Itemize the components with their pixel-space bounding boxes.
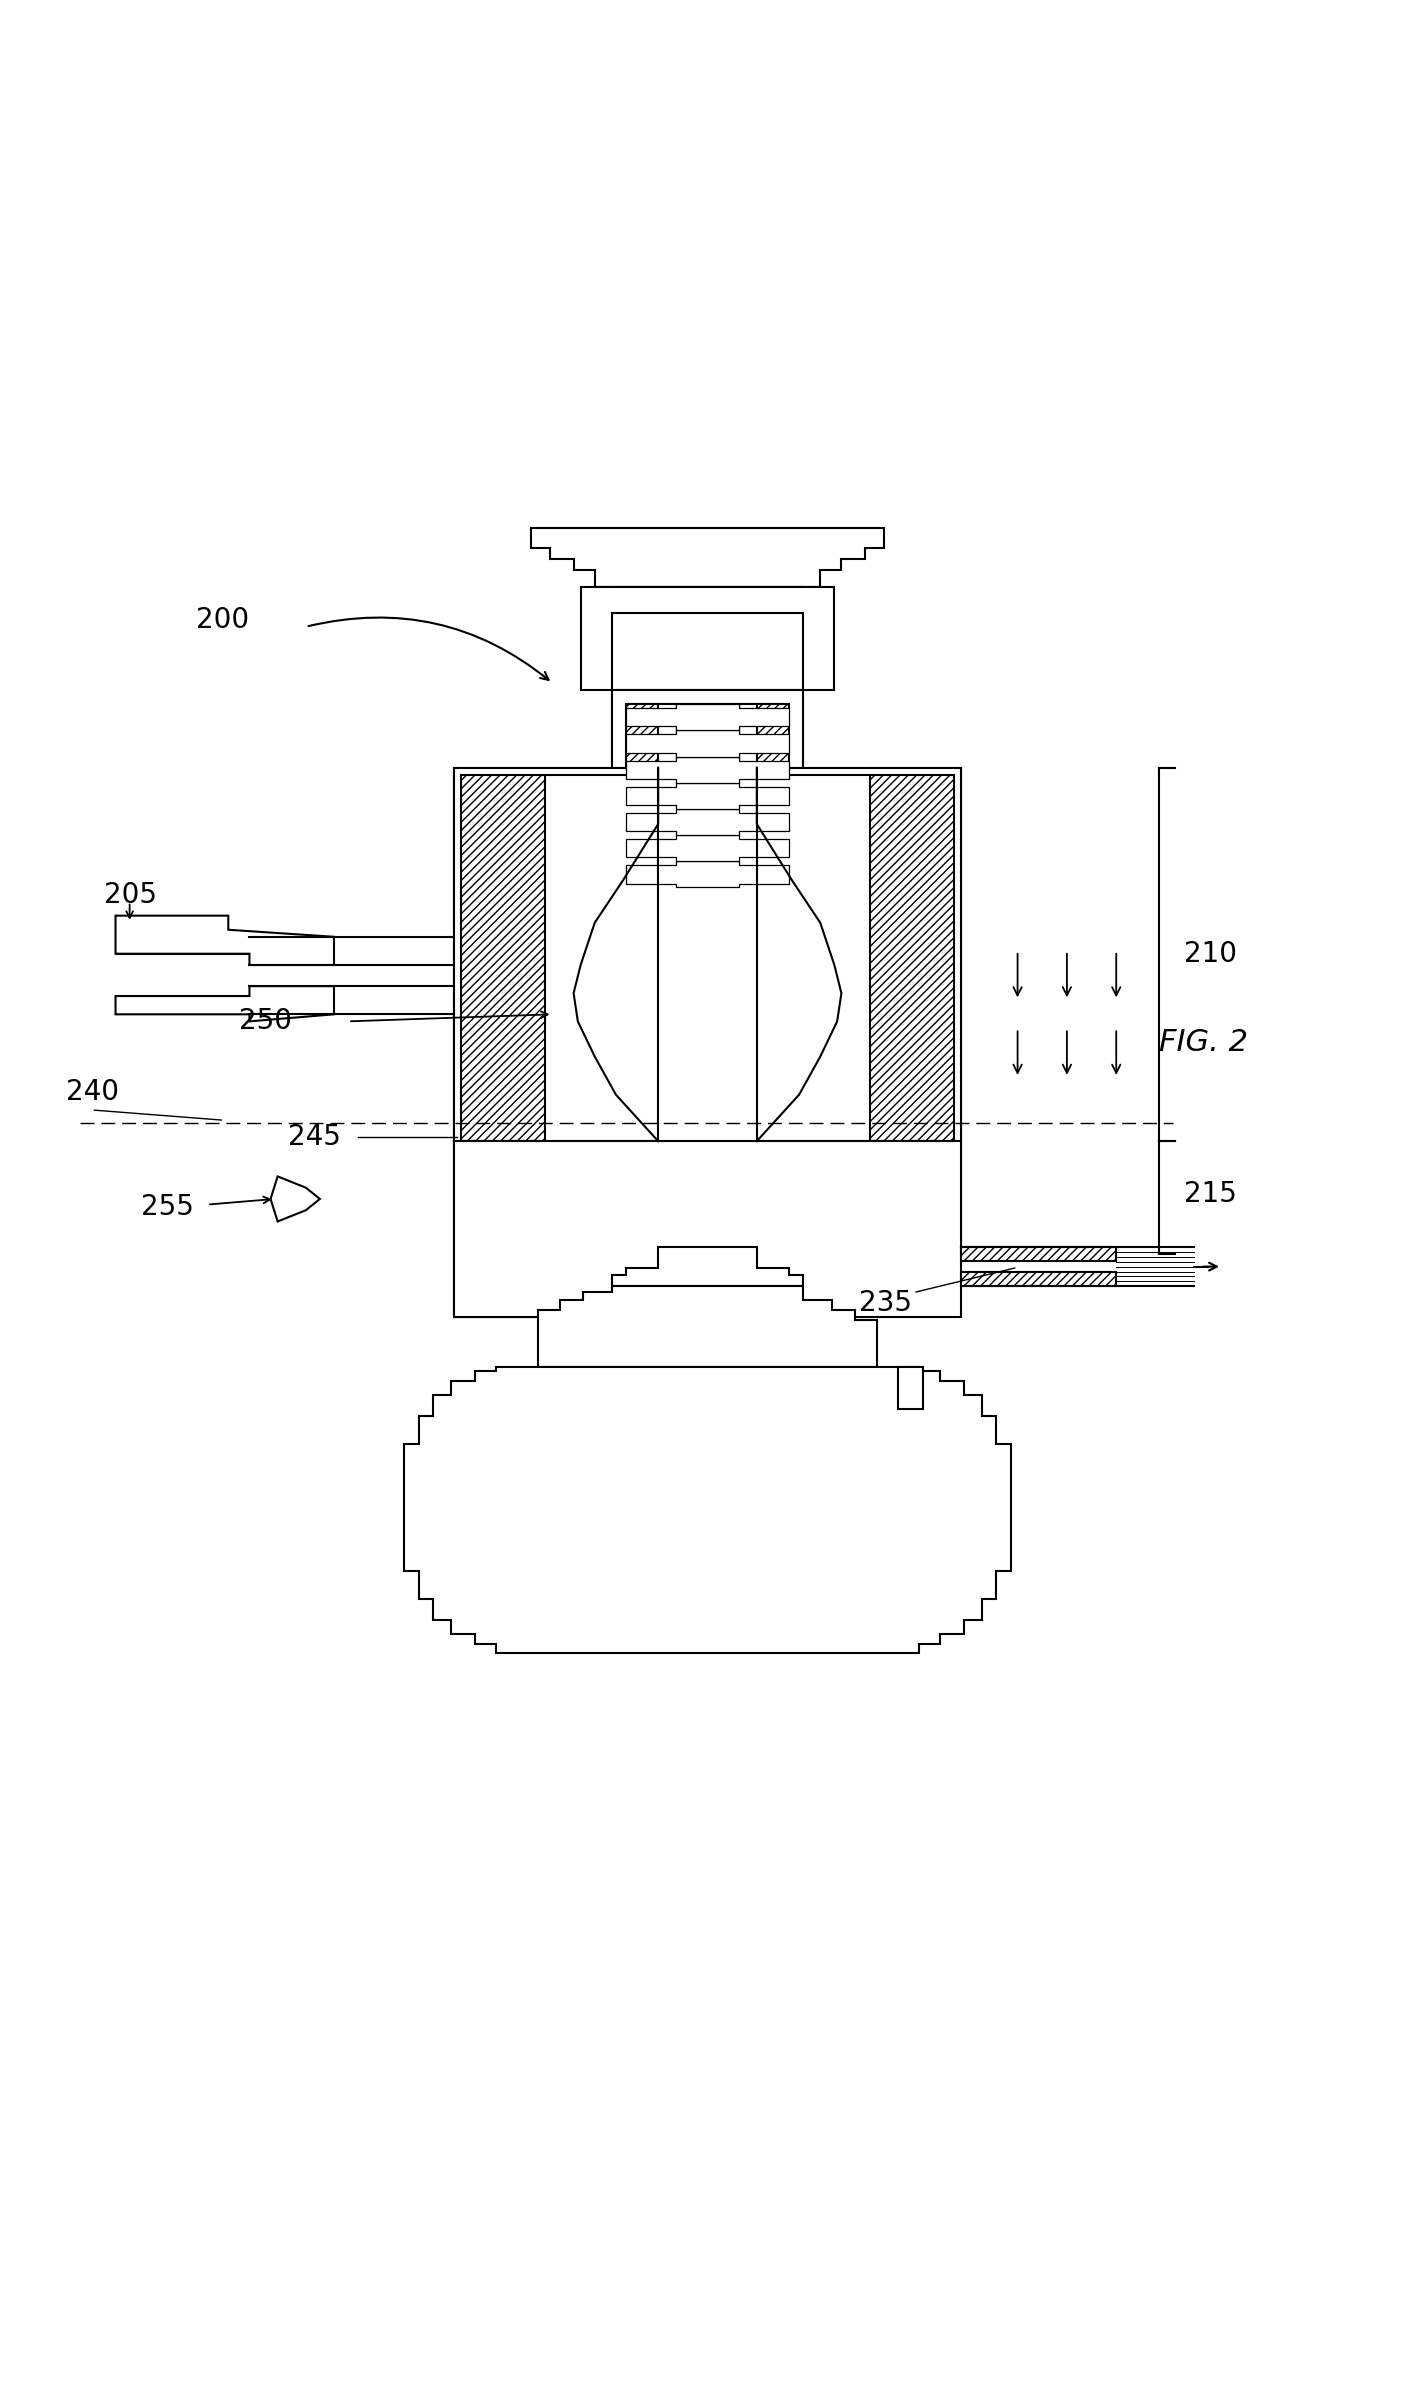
Polygon shape	[538, 1286, 877, 1367]
Text: 250: 250	[239, 1007, 291, 1036]
Polygon shape	[454, 767, 961, 1140]
Polygon shape	[625, 810, 790, 836]
Text: 210: 210	[1184, 940, 1237, 969]
Polygon shape	[961, 1271, 1116, 1286]
Polygon shape	[611, 1248, 804, 1286]
Polygon shape	[897, 1367, 923, 1410]
Polygon shape	[757, 1140, 870, 1248]
Text: 200: 200	[197, 605, 249, 633]
Text: 240: 240	[67, 1079, 119, 1105]
Polygon shape	[270, 1176, 320, 1221]
Polygon shape	[870, 1140, 961, 1248]
Polygon shape	[580, 588, 835, 690]
Polygon shape	[611, 690, 658, 767]
Polygon shape	[625, 783, 790, 810]
Polygon shape	[545, 1140, 658, 1248]
Polygon shape	[961, 1248, 1116, 1262]
Polygon shape	[611, 588, 804, 612]
Polygon shape	[625, 836, 790, 862]
Polygon shape	[611, 612, 804, 631]
Polygon shape	[405, 1367, 1010, 1652]
Polygon shape	[625, 705, 790, 731]
Polygon shape	[611, 612, 804, 690]
Text: 205: 205	[105, 881, 157, 910]
Polygon shape	[757, 690, 804, 767]
Text: 245: 245	[289, 1124, 341, 1150]
Polygon shape	[116, 986, 334, 1021]
Polygon shape	[531, 529, 884, 588]
Polygon shape	[454, 1140, 545, 1317]
Polygon shape	[454, 1140, 961, 1317]
Polygon shape	[625, 862, 790, 888]
Polygon shape	[658, 767, 757, 1140]
Text: 215: 215	[1184, 1181, 1237, 1207]
Polygon shape	[116, 917, 334, 964]
Polygon shape	[625, 731, 790, 757]
Polygon shape	[611, 690, 804, 767]
Polygon shape	[676, 705, 739, 888]
Text: 235: 235	[859, 1288, 911, 1317]
Polygon shape	[870, 767, 961, 1140]
Polygon shape	[625, 757, 790, 783]
Text: FIG. 2: FIG. 2	[1159, 1029, 1248, 1057]
Text: 255: 255	[142, 1193, 194, 1221]
Polygon shape	[454, 767, 545, 1140]
